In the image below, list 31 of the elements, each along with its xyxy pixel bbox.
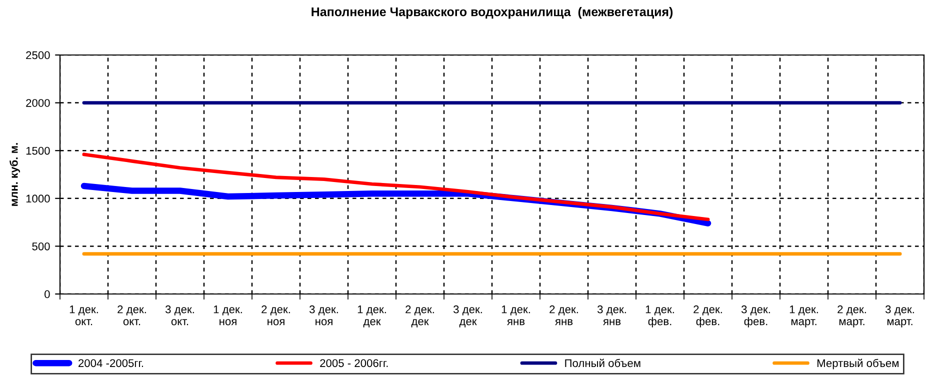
- x-tick-label: 2 дек. фев.: [694, 305, 722, 328]
- x-tick-label: 1 дек. дек: [358, 306, 386, 328]
- x-tick-label: 2 дек. окт.: [118, 305, 146, 326]
- x-tick-label: 1 дек. март.: [790, 306, 818, 328]
- x-tick-label: 1 дек. фев.: [646, 306, 674, 328]
- legend-label: 2004 -2005гг.: [78, 359, 144, 368]
- chart-title: Наполнение Чарвакского водохранилища (межвегетация): [312, 7, 673, 19]
- y-tick-label: 1000: [26, 194, 50, 203]
- x-tick-label: 2 дек. янв: [550, 305, 578, 326]
- x-tick-label: 3 дек. фев.: [741, 305, 770, 328]
- legend-label: Полный объем: [565, 358, 640, 368]
- x-tick-label: 2 дек. ноя: [262, 305, 290, 326]
- legend-label: Мертвый объем: [817, 358, 898, 370]
- x-tick-label: 3 дек. окт.: [165, 305, 194, 326]
- y-axis-title: млн. куб. м.: [10, 143, 20, 206]
- y-tick-label: 500: [32, 242, 50, 250]
- y-tick-label: 2500: [26, 51, 50, 60]
- x-tick-label: 1 дек. янв: [502, 306, 530, 326]
- y-tick-label: 0: [44, 290, 50, 298]
- line-series: [82, 152, 710, 222]
- x-tick-label: 3 дек. март.: [885, 305, 914, 328]
- legend-label: 2005 - 2006гг.: [320, 359, 388, 368]
- x-tick-label: 3 дек. ноя: [309, 305, 338, 326]
- x-tick-label: 1 дек. ноя: [214, 306, 242, 326]
- x-tick-label: 2 дек. март.: [838, 305, 866, 328]
- x-tick-label: 2 дек. дек: [406, 305, 434, 328]
- y-tick-label: 2000: [26, 99, 50, 107]
- y-tick-label: 1500: [26, 146, 50, 155]
- x-tick-label: 1 дек. окт.: [70, 306, 98, 326]
- x-tick-label: 3 дек. янв: [597, 305, 626, 326]
- x-tick-label: 3 дек. дек: [453, 305, 482, 328]
